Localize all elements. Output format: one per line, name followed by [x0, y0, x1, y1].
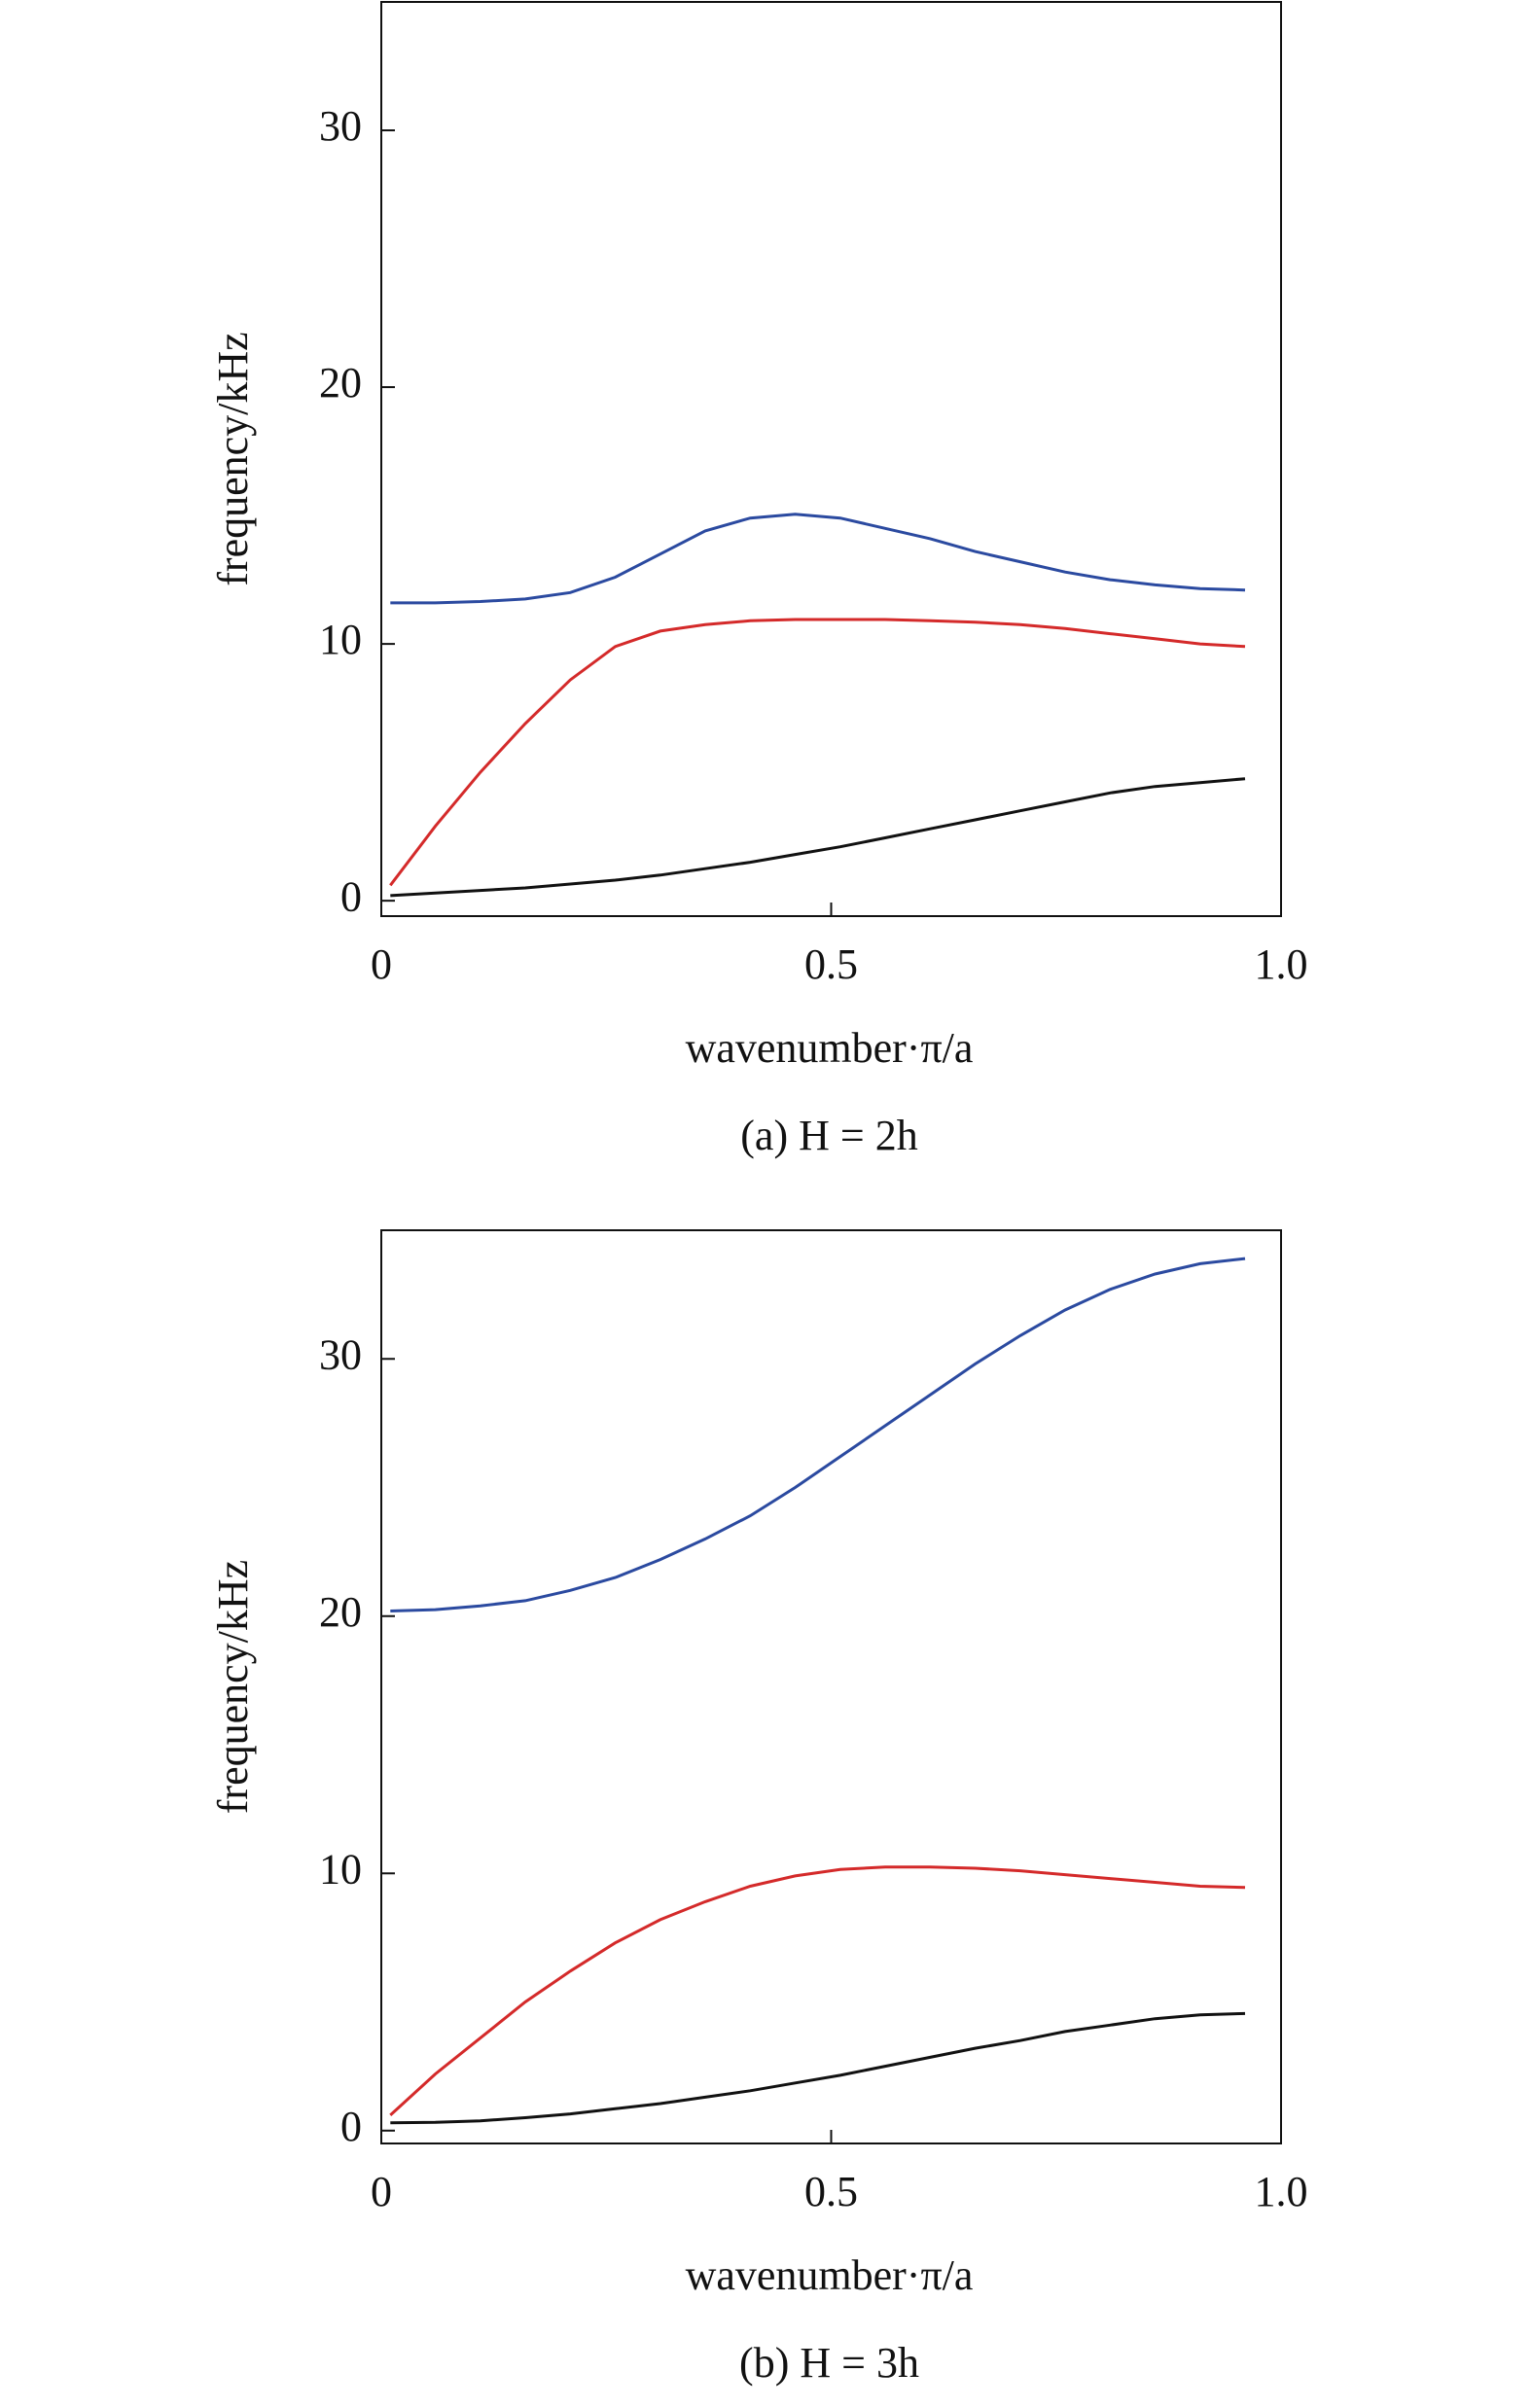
- plot-frame: [380, 1229, 1282, 2144]
- x-tick-label: 0.5: [804, 2168, 858, 2215]
- caption: (b) H = 3h: [739, 2339, 919, 2387]
- y-axis-label: frequency/kHz: [209, 1560, 257, 1814]
- series-line: [390, 1257, 1246, 1612]
- y-tick-label: 20: [319, 359, 362, 407]
- y-axis-label: frequency/kHz: [209, 332, 257, 585]
- series-line: [390, 2011, 1246, 2125]
- y-tick-label: 0: [340, 2103, 362, 2150]
- y-tick-label: 10: [319, 616, 362, 663]
- y-tick-label: 30: [319, 102, 362, 150]
- x-tick-label: 0.5: [804, 940, 858, 988]
- caption: (a) H = 2h: [740, 1112, 917, 1159]
- x-tick-label: 0: [371, 2168, 392, 2215]
- x-axis-label: wavenumber·π/a: [686, 2251, 974, 2299]
- series-line: [389, 618, 1246, 887]
- series-line: [389, 1865, 1246, 2117]
- plot-frame: [380, 1, 1282, 917]
- x-tick-label: 1.0: [1255, 940, 1308, 988]
- y-tick-label: 30: [319, 1330, 362, 1378]
- series-line: [390, 777, 1246, 898]
- y-tick-label: 10: [319, 1845, 362, 1893]
- x-tick-label: 0: [371, 940, 392, 988]
- x-tick-label: 1.0: [1255, 2168, 1308, 2215]
- y-tick-label: 0: [340, 872, 362, 920]
- x-axis-label: wavenumber·π/a: [686, 1024, 974, 1072]
- series-line: [390, 513, 1246, 605]
- y-tick-label: 20: [319, 1588, 362, 1636]
